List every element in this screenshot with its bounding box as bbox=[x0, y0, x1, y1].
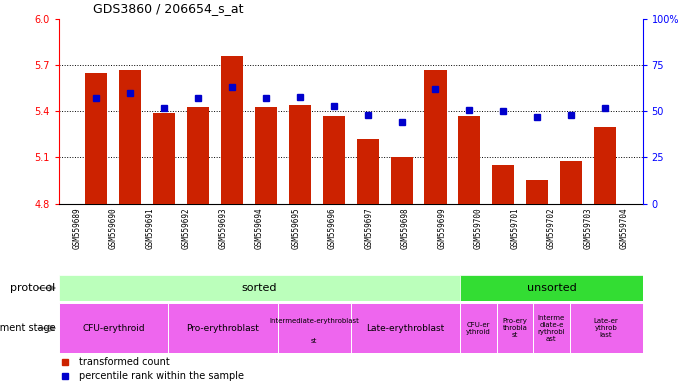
Text: GSM559694: GSM559694 bbox=[255, 207, 264, 249]
Text: GSM559697: GSM559697 bbox=[364, 207, 373, 249]
Text: GSM559690: GSM559690 bbox=[109, 207, 118, 249]
Text: GSM559701: GSM559701 bbox=[511, 207, 520, 249]
Text: GSM559700: GSM559700 bbox=[474, 207, 483, 249]
Text: GSM559692: GSM559692 bbox=[182, 207, 191, 249]
Bar bbox=[533, 303, 569, 353]
Bar bbox=[527, 180, 548, 204]
Text: Intermediate-erythroblast: Intermediate-erythroblast bbox=[269, 318, 359, 324]
Text: CFU-er
ythroid: CFU-er ythroid bbox=[466, 322, 491, 335]
Text: GSM559695: GSM559695 bbox=[292, 207, 301, 249]
Bar bbox=[492, 165, 514, 204]
Bar bbox=[323, 116, 345, 204]
Text: GSM559696: GSM559696 bbox=[328, 207, 337, 249]
Text: GSM559693: GSM559693 bbox=[218, 207, 227, 249]
Bar bbox=[187, 107, 209, 204]
Text: protocol: protocol bbox=[10, 283, 55, 293]
Text: GSM559703: GSM559703 bbox=[583, 207, 592, 249]
Bar bbox=[59, 303, 168, 353]
Text: Late-erythroblast: Late-erythroblast bbox=[366, 324, 444, 333]
Bar bbox=[424, 70, 446, 204]
Bar bbox=[119, 70, 141, 204]
Text: Late-er
ythrob
last: Late-er ythrob last bbox=[594, 318, 618, 338]
Text: GDS3860 / 206654_s_at: GDS3860 / 206654_s_at bbox=[93, 2, 244, 15]
Bar bbox=[255, 107, 277, 204]
Bar bbox=[278, 303, 350, 353]
Text: GSM559704: GSM559704 bbox=[620, 207, 629, 249]
Text: CFU-erythroid: CFU-erythroid bbox=[82, 324, 145, 333]
Text: GSM559702: GSM559702 bbox=[547, 207, 556, 249]
Text: development stage: development stage bbox=[0, 323, 55, 333]
Bar bbox=[497, 303, 533, 353]
Bar bbox=[460, 303, 497, 353]
Bar bbox=[221, 56, 243, 204]
Text: GSM559691: GSM559691 bbox=[146, 207, 155, 249]
Bar bbox=[560, 161, 583, 204]
Bar bbox=[153, 113, 175, 204]
Bar bbox=[458, 116, 480, 204]
Text: GSM559689: GSM559689 bbox=[73, 207, 82, 249]
Bar bbox=[357, 139, 379, 204]
Bar bbox=[350, 303, 460, 353]
Bar bbox=[289, 105, 311, 204]
Text: unsorted: unsorted bbox=[527, 283, 576, 293]
Text: Pro-erythroblast: Pro-erythroblast bbox=[187, 324, 259, 333]
Bar bbox=[594, 127, 616, 204]
Text: sorted: sorted bbox=[242, 283, 277, 293]
Text: percentile rank within the sample: percentile rank within the sample bbox=[79, 371, 244, 381]
Bar bbox=[390, 157, 413, 204]
Bar bbox=[460, 275, 643, 301]
Bar bbox=[168, 303, 278, 353]
Bar bbox=[569, 303, 643, 353]
Bar bbox=[85, 73, 107, 204]
Text: transformed count: transformed count bbox=[79, 358, 170, 367]
Text: GSM559699: GSM559699 bbox=[437, 207, 446, 249]
Text: GSM559698: GSM559698 bbox=[401, 207, 410, 249]
Bar bbox=[59, 275, 460, 301]
Text: Interme
diate-e
rythrobl
ast: Interme diate-e rythrobl ast bbox=[538, 315, 565, 342]
Text: Pro-ery
throbla
st: Pro-ery throbla st bbox=[502, 318, 527, 338]
Text: st: st bbox=[311, 338, 317, 344]
